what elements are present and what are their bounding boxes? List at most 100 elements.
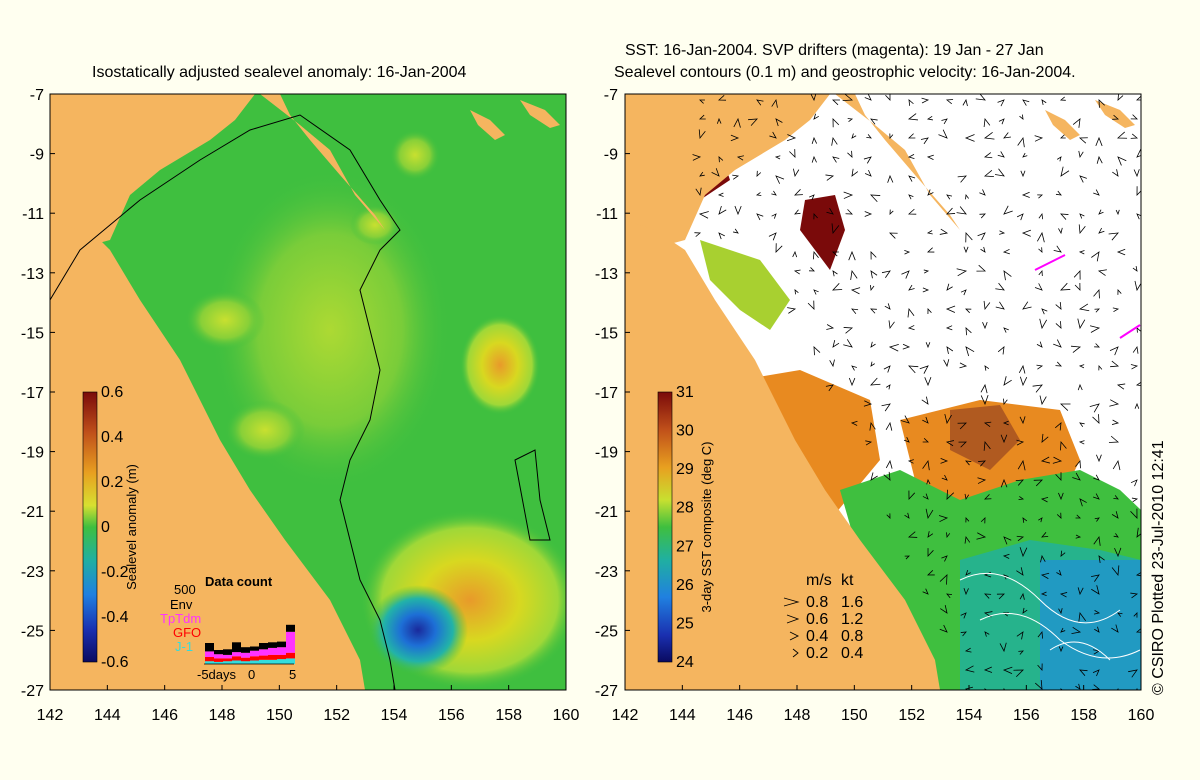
velocity-arrow (1092, 669, 1100, 677)
velocity-arrow (979, 213, 986, 219)
eddy-low-anomaly (368, 585, 468, 675)
velocity-arrow (771, 190, 777, 196)
velocity-arrow (1039, 395, 1047, 406)
velocity-arrow (1111, 419, 1120, 425)
velocity-arrow (1074, 282, 1081, 291)
velocity-arrow (1098, 99, 1105, 108)
data-count-bar-env (214, 650, 223, 655)
velocity-arrow (1098, 364, 1103, 371)
velocity-arrow (832, 156, 840, 163)
velocity-arrow (922, 438, 930, 443)
data-count-xlabel-end: 5 (289, 667, 296, 682)
velocity-arrow (1078, 250, 1085, 255)
velocity-arrow (813, 212, 818, 220)
velocity-arrow (1078, 440, 1085, 445)
velocity-arrow (1098, 227, 1105, 234)
velocity-arrow (980, 246, 986, 253)
velocity-arrow (907, 531, 918, 538)
velocity-arrow (1096, 454, 1102, 463)
data-count-bar-gfo (214, 658, 223, 662)
legend-gfo: GFO (173, 625, 201, 640)
velocity-arrow (807, 300, 815, 310)
data-count-bar-gfo (259, 655, 268, 660)
velocity-arrow (964, 134, 975, 142)
velocity-arrow (1109, 399, 1120, 407)
x-tick-label: 154 (381, 707, 408, 724)
y-tick-label: -9 (30, 147, 44, 164)
data-count-bar-env (241, 647, 250, 653)
velocity-arrow (1075, 514, 1081, 519)
x-tick-label: 150 (841, 707, 868, 724)
velocity-arrow (963, 588, 969, 596)
velocity-arrow (1094, 626, 1100, 633)
colorbar-tick-label: -0.6 (101, 654, 129, 671)
velocity-arrow (850, 287, 861, 295)
velocity-arrow (1058, 608, 1063, 615)
velocity-arrow (1059, 134, 1066, 139)
velocity-arrow (851, 133, 857, 139)
velocity-arrow (863, 400, 873, 407)
sst-patch (700, 240, 790, 330)
data-count-xlabel-start: -5days (197, 667, 237, 682)
velocity-arrow (903, 437, 910, 443)
velocity-arrow (1058, 227, 1063, 235)
velocity-arrow (1071, 626, 1082, 635)
velocity-arrow (965, 569, 971, 576)
velocity-arrow (946, 532, 951, 539)
colorbar-tick-label: -0.4 (101, 609, 129, 626)
velocity-arrow (904, 512, 910, 519)
velocity-arrow (1131, 497, 1139, 503)
velocity-arrow (1022, 301, 1032, 310)
velocity-arrow (793, 168, 800, 178)
velocity-arrow (1112, 169, 1119, 177)
data-count-bar-j1 (250, 660, 259, 664)
velocity-arrow (925, 508, 934, 520)
data-count-bar-gfo (286, 652, 295, 659)
velocity-arrow (1072, 118, 1081, 128)
velocity-arrow (695, 187, 702, 197)
velocity-arrow (1109, 346, 1119, 356)
velocity-arrow (925, 342, 931, 349)
right-x-axis-ticks: 142 144 146 148 150 152 154 156 158 160 (612, 685, 1154, 724)
velocity-arrow (1060, 688, 1064, 690)
velocity-arrow (1040, 496, 1049, 503)
velocity-arrow (811, 155, 817, 163)
colorbar-tick-label: 0.2 (101, 474, 123, 491)
velocity-arrow (883, 365, 891, 373)
data-count-bar-env (268, 642, 277, 648)
velocity-arrow (1053, 339, 1062, 348)
velocity-arrow (1034, 283, 1043, 291)
velocity-arrow (1094, 517, 1100, 522)
velocity-arrow (870, 285, 875, 292)
velocity-arrow (1055, 361, 1062, 367)
velocity-arrow (843, 339, 853, 348)
velocity-arrow (694, 232, 702, 237)
velocity-arrow (1108, 232, 1119, 241)
velocity-arrow (908, 284, 915, 291)
velocity-arrow (756, 213, 764, 221)
velocity-arrow (1003, 687, 1006, 690)
y-tick-label: -25 (595, 623, 618, 640)
velocity-arrow (1128, 669, 1138, 678)
velocity-arrow (1112, 459, 1121, 471)
velocity-arrow (1117, 612, 1123, 617)
velocity-arrow (984, 365, 990, 371)
velocity-legend-arrow (783, 597, 800, 607)
velocity-arrow (775, 118, 783, 127)
velocity-arrow (886, 513, 891, 519)
velocity-arrow (1092, 414, 1100, 424)
velocity-arrow (850, 269, 858, 280)
velocity-arrow (825, 174, 835, 181)
right-colorbar-scale (657, 391, 673, 663)
velocity-arrow (717, 192, 724, 197)
colorbar-tick-label: 29 (676, 461, 694, 478)
velocity-arrow (946, 207, 956, 215)
velocity-arrow (884, 303, 891, 310)
velocity-arrow (771, 98, 778, 108)
velocity-arrow (1018, 650, 1024, 655)
data-count-bar-tp (268, 647, 277, 655)
velocity-arrow (870, 118, 878, 125)
velocity-arrow (832, 270, 838, 277)
velocity-arrow (1060, 627, 1066, 633)
velocity-arrow (1093, 288, 1100, 299)
